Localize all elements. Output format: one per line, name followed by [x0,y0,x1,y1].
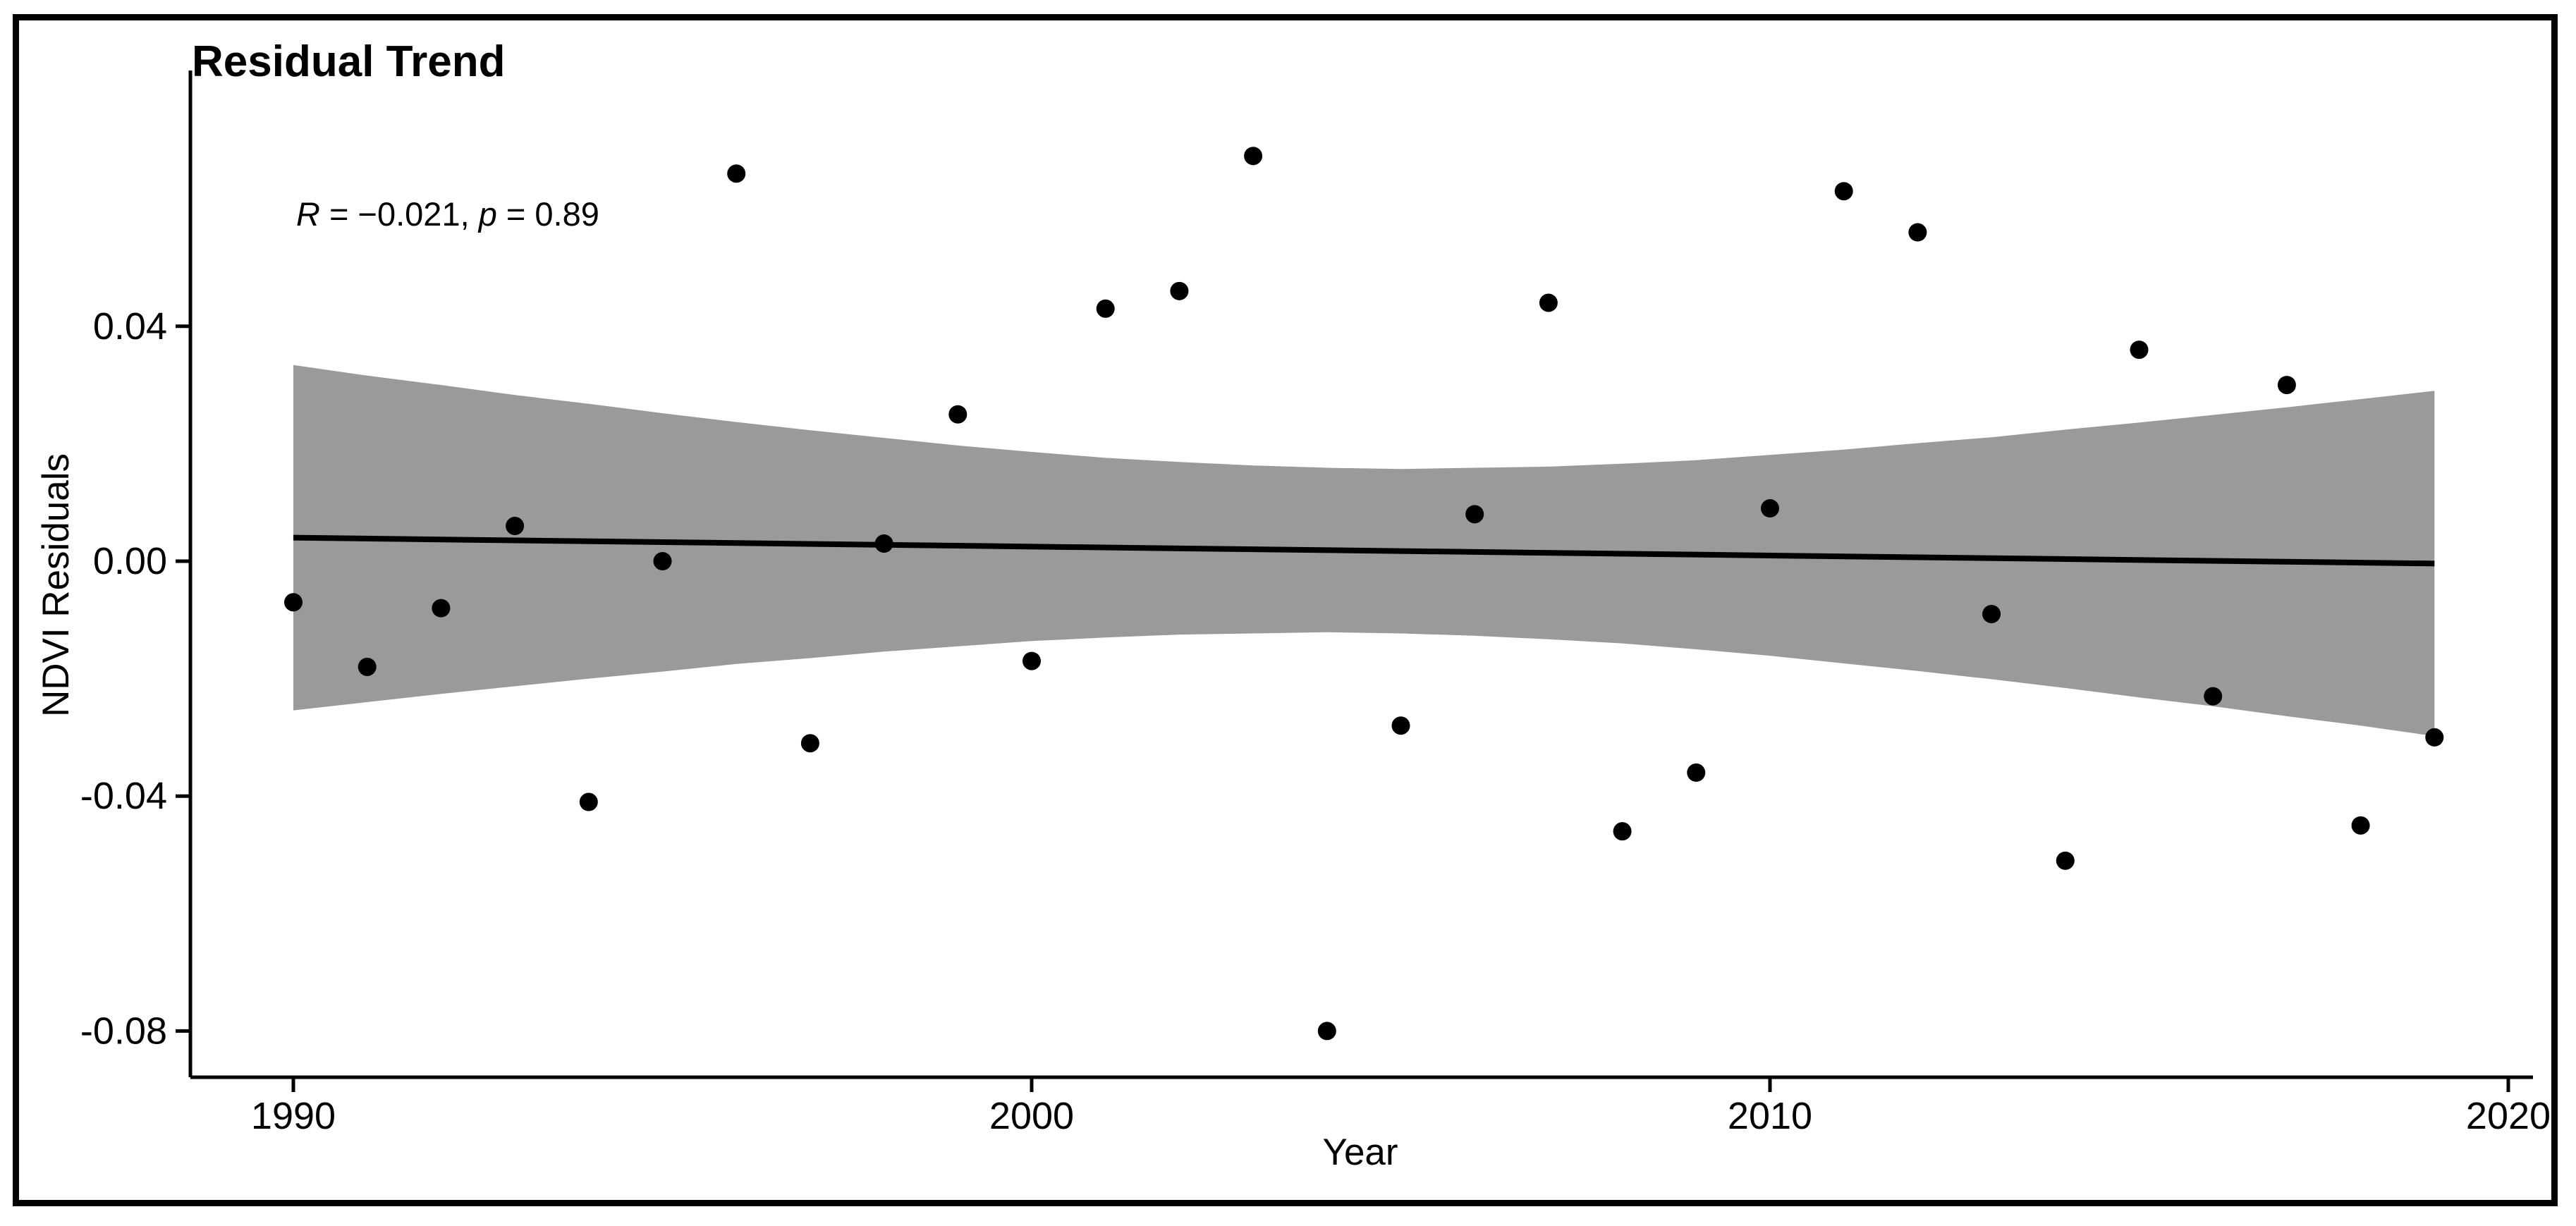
data-point [1391,716,1410,735]
data-point [2056,851,2075,870]
y-tick-label: 0.00 [93,540,167,582]
data-point [1096,299,1115,318]
scatter-points [284,147,2444,1041]
data-point [506,517,525,536]
data-point [2351,816,2370,835]
x-tick-label: 2010 [1728,1095,1812,1137]
x-tick-label: 2020 [2466,1095,2551,1137]
data-point [432,599,451,618]
data-point [948,405,967,424]
data-point [874,534,893,553]
data-point [1539,293,1558,312]
correlation-annotation: R = −0.021, p = 0.89 [296,195,599,233]
data-point [2130,341,2149,360]
data-point [284,593,303,612]
axes [188,71,2533,1079]
data-point [727,164,746,183]
y-tick-label: -0.08 [80,1010,167,1052]
data-point [1613,822,1632,841]
data-point [1170,281,1189,300]
data-point [579,792,598,811]
chart-title: Residual Trend [192,37,505,86]
data-point [1908,223,1927,242]
y-tick-label: 0.04 [93,305,167,348]
data-point [1317,1022,1336,1041]
regression-line [293,534,2435,567]
data-point [653,552,672,570]
x-axis-title: Year [1322,1132,1398,1173]
data-point [1023,651,1041,670]
data-point [358,657,377,676]
trend-line [293,534,2435,567]
x-tick-label: 1990 [251,1095,336,1137]
data-point [2204,687,2223,706]
data-point [1834,182,1853,201]
figure-frame [13,14,2558,1206]
data-point [1687,763,1706,782]
data-point [2277,376,2296,395]
x-tick-label: 2000 [989,1095,1074,1137]
data-point [800,734,819,753]
data-point [1465,505,1484,524]
x-axis-ticks: 1990 2000 2010 2020 [251,1077,2551,1137]
data-point [1982,604,2001,623]
data-point [2425,728,2444,747]
data-point [1244,147,1263,166]
y-tick-label: -0.04 [80,775,167,817]
data-point [1761,499,1779,518]
y-axis-title: NDVI Residuals [35,453,77,717]
y-axis-ticks: 0.04 0.00 -0.04 -0.08 [80,305,190,1052]
